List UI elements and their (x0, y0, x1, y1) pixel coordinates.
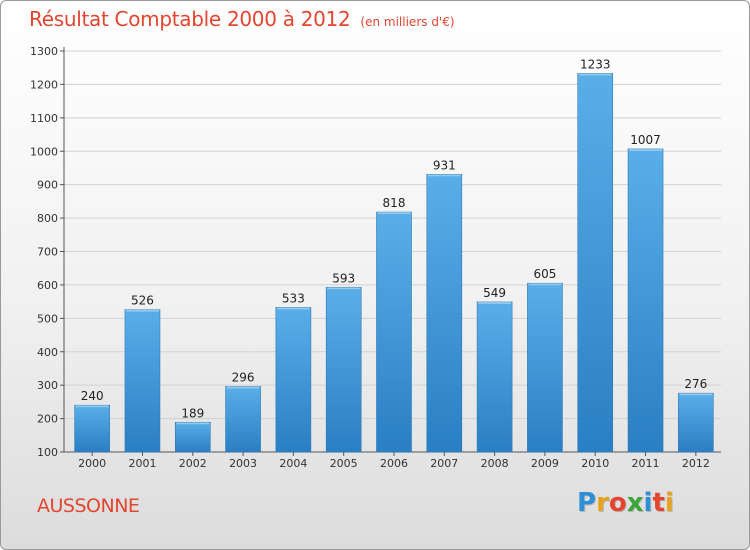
x-tick-label: 2001 (128, 457, 156, 470)
x-tick-label: 2005 (330, 457, 358, 470)
bar (174, 421, 211, 453)
data-label: 276 (684, 377, 707, 391)
brand-letter: o (608, 488, 627, 518)
x-tick-label: 2010 (581, 457, 609, 470)
chart-subtitle: (en milliers d'€) (360, 15, 455, 29)
bar (124, 309, 161, 453)
data-label: 533 (282, 291, 305, 305)
y-tick-label: 700 (37, 246, 58, 259)
data-label: 549 (483, 286, 506, 300)
bar-highlight (427, 174, 461, 177)
y-tick-label: 300 (37, 379, 58, 392)
data-label: 931 (433, 158, 456, 172)
bar-highlight (125, 309, 159, 312)
y-tick-label: 100 (37, 446, 58, 459)
place-name: AUSSONNE (37, 495, 140, 517)
y-tick-label: 600 (37, 279, 58, 292)
bar (527, 282, 563, 453)
x-tick-label: 2003 (229, 457, 257, 470)
y-tick-label: 1000 (30, 145, 58, 158)
bar (678, 392, 714, 453)
y-tick-label: 500 (37, 312, 58, 325)
bar (325, 286, 362, 453)
bar-highlight (226, 386, 260, 389)
chart-title: Résultat Comptable 2000 à 2012 (29, 7, 351, 31)
bar (74, 404, 110, 453)
data-label: 240 (81, 389, 104, 403)
brand-logo[interactable]: Proxiti (577, 488, 674, 518)
data-label: 1233 (580, 57, 611, 71)
data-label: 818 (383, 196, 406, 210)
bar-highlight (377, 212, 411, 215)
bar (476, 301, 513, 453)
y-tick-label: 900 (37, 179, 58, 192)
bar-highlight (176, 422, 210, 425)
bar-highlight (528, 283, 562, 286)
title-row: Résultat Comptable 2000 à 2012 (en millie… (29, 7, 455, 31)
axis-layer: 100 200 300 400 500 600 700 800 900 1000 1100 1200 1… (30, 45, 721, 470)
y-tick-label: 1300 (30, 45, 58, 58)
data-label: 1007 (630, 133, 661, 147)
bar-highlight (327, 287, 361, 290)
x-tick-label: 2000 (78, 457, 106, 470)
x-tick-label: 2011 (632, 457, 660, 470)
y-tick-label: 1100 (30, 112, 58, 125)
bar (577, 73, 614, 453)
y-tick-label: 800 (37, 212, 58, 225)
brand-letter: t (652, 488, 665, 518)
x-tick-label: 2002 (179, 457, 207, 470)
bar (275, 307, 312, 453)
brand-letter: P (577, 488, 597, 518)
x-tick-label: 2007 (430, 457, 458, 470)
y-tick-label: 1200 (30, 78, 58, 91)
bar (376, 211, 412, 453)
x-tick-label: 2009 (531, 457, 559, 470)
bar-highlight (478, 301, 512, 304)
data-label: 189 (181, 406, 204, 420)
x-tick-label: 2012 (682, 457, 710, 470)
data-label: 526 (131, 294, 154, 308)
bar-highlight (276, 307, 310, 310)
brand-letter: r (596, 488, 609, 518)
x-tick-label: 2006 (380, 457, 408, 470)
bar-highlight (75, 405, 109, 408)
data-label: 296 (232, 371, 255, 385)
bar (627, 148, 664, 453)
y-tick-label: 200 (37, 413, 58, 426)
data-label: 605 (533, 267, 556, 281)
y-tick-label: 400 (37, 346, 58, 359)
label-layer: 240 526 189 296 533 593 818 931 549 605 1233 1007 27… (81, 57, 708, 420)
bar-layer (74, 73, 714, 453)
brand-letter: i (643, 488, 653, 518)
brand-letter: i (664, 488, 674, 518)
bar (426, 174, 463, 453)
bar-highlight (679, 393, 713, 396)
x-tick-label: 2004 (279, 457, 307, 470)
brand-letter: x (626, 488, 644, 518)
bar (225, 386, 261, 453)
bar-highlight (578, 73, 612, 76)
bar-highlight (629, 148, 663, 151)
x-tick-label: 2008 (481, 457, 509, 470)
data-label: 593 (332, 271, 355, 285)
